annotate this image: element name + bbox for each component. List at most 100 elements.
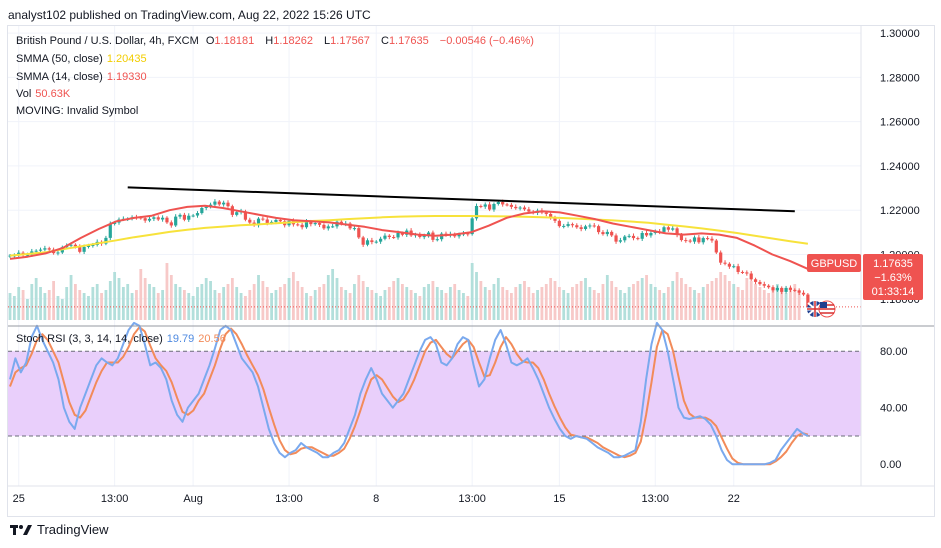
- candle-body: [256, 218, 261, 226]
- badge-price: 1.17635: [873, 258, 913, 270]
- smma14-legend[interactable]: SMMA (14, close) 1.19330: [16, 71, 147, 83]
- flag-icons: [807, 300, 836, 318]
- candle-body: [339, 221, 343, 224]
- candle-body: [775, 287, 779, 291]
- candle-body: [710, 238, 714, 241]
- volume-bar: [422, 287, 426, 320]
- volume-bar: [658, 290, 662, 320]
- candle-body: [566, 224, 570, 226]
- tradingview-logo-icon: [10, 524, 32, 535]
- volume-legend[interactable]: Vol 50.63K: [16, 88, 71, 100]
- volume-bar: [797, 293, 801, 320]
- volume-bar: [762, 290, 766, 320]
- volume-bar: [653, 287, 657, 320]
- volume-bar: [39, 287, 42, 320]
- candle-body: [684, 240, 688, 242]
- candle-body: [309, 221, 313, 225]
- volume-bar: [466, 296, 470, 320]
- volume-bar: [475, 272, 478, 320]
- volume-bar: [719, 272, 723, 320]
- time-tick-label: 25: [13, 493, 25, 505]
- tradingview-footer[interactable]: TradingView: [10, 522, 109, 537]
- volume-bar: [204, 278, 208, 320]
- candle-body: [649, 233, 653, 236]
- candle-body: [592, 225, 596, 227]
- volume-bar: [87, 296, 90, 320]
- volume-bar: [710, 281, 714, 320]
- time-tick-label: 13:00: [642, 493, 670, 505]
- candle-body: [610, 231, 614, 236]
- volume-bar: [52, 281, 55, 320]
- candle-body: [38, 249, 43, 251]
- candle-body: [352, 228, 357, 230]
- volume-bar: [440, 290, 444, 320]
- volume-bar: [645, 275, 648, 320]
- volume-bar: [510, 293, 513, 320]
- moving-legend[interactable]: MOVING: Invalid Symbol: [16, 105, 139, 117]
- volume-bar: [326, 275, 330, 320]
- volume-bar: [82, 293, 86, 320]
- candle-body: [400, 233, 404, 235]
- volume-bar: [470, 263, 474, 320]
- volume-bar: [12, 296, 16, 320]
- symbol-title[interactable]: British Pound / U.S. Dollar, 4h, FXCM: [16, 35, 199, 47]
- volume-bar: [396, 278, 400, 320]
- candle-body: [178, 214, 182, 217]
- candle-body: [322, 224, 326, 229]
- candle-body: [553, 218, 557, 221]
- volume-bar: [143, 278, 147, 320]
- badge-price-box: [863, 254, 923, 300]
- candle-body: [492, 203, 496, 210]
- candle-body: [8, 255, 12, 257]
- ohlc-change: −0.00546 (−0.46%): [439, 35, 534, 47]
- volume-bar: [431, 281, 435, 320]
- badge-symbol-box: [807, 254, 861, 272]
- volume-bar: [536, 290, 539, 320]
- volume-bar: [741, 290, 744, 320]
- candle-body: [296, 224, 300, 226]
- volume-bar: [200, 284, 204, 320]
- volume-bar: [479, 281, 483, 320]
- stoch-band-borders: [8, 350, 861, 437]
- volume-bar: [331, 269, 335, 320]
- volume-bar: [579, 281, 583, 320]
- volume-bar: [675, 272, 679, 320]
- volume-bar: [387, 287, 391, 320]
- volume-bar: [174, 284, 178, 320]
- time-tick-label: Aug: [183, 493, 203, 505]
- volume-bar: [754, 284, 757, 320]
- volume-bar: [47, 290, 51, 320]
- volume-bar: [728, 281, 731, 320]
- volume-bar: [374, 293, 378, 320]
- candle-body: [104, 237, 108, 244]
- stoch-legend[interactable]: Stoch RSI (3, 3, 14, 14, close) 19.79 20.5…: [16, 333, 226, 345]
- volume-bar: [135, 290, 138, 320]
- candle-body: [714, 240, 718, 253]
- candle-body: [161, 217, 165, 220]
- candle-body: [165, 217, 169, 223]
- candle-body: [191, 215, 195, 217]
- volume-bar: [126, 284, 130, 320]
- volume-bar: [248, 290, 252, 320]
- volume-bar: [623, 293, 627, 320]
- volume-bar: [488, 290, 491, 320]
- smma50-legend[interactable]: SMMA (50, close) 1.20435: [16, 53, 147, 65]
- candle-body: [374, 241, 378, 243]
- volume-bar: [592, 290, 596, 320]
- volume-bar: [523, 281, 526, 320]
- publisher-line: analyst102 published on TradingView.com,…: [8, 8, 371, 22]
- candle-body: [579, 227, 583, 230]
- candle-body: [549, 213, 553, 219]
- volume-bar: [462, 293, 465, 320]
- candle-body: [466, 233, 470, 235]
- candle-body: [701, 238, 705, 243]
- volume-bar: [169, 275, 173, 320]
- candle-body: [435, 239, 439, 241]
- volume-bar: [283, 284, 287, 320]
- candle-body: [56, 252, 60, 254]
- tradingview-brand: TradingView: [37, 522, 109, 537]
- volume-bar: [117, 278, 121, 320]
- us-flag-icon: [818, 300, 836, 318]
- candle-body: [749, 273, 753, 280]
